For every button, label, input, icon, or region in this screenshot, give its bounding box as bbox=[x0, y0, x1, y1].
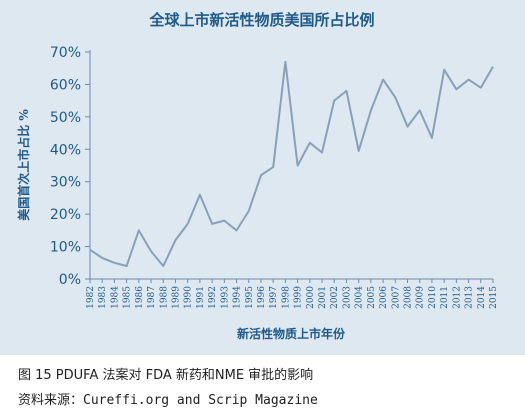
x-tick-label: 2011 bbox=[440, 286, 450, 309]
x-tick-label: 1984 bbox=[110, 286, 120, 309]
x-tick-label: 2006 bbox=[379, 286, 389, 309]
x-tick-label: 1982 bbox=[86, 286, 96, 309]
x-tick-label: 2002 bbox=[330, 286, 340, 309]
figure-caption: 图 15 PDUFA 法案对 FDA 新药和NME 审批的影响 bbox=[18, 368, 314, 383]
y-tick-label: 60% bbox=[50, 77, 81, 93]
x-tick-label: 1999 bbox=[294, 286, 304, 309]
x-tick-label: 2004 bbox=[355, 286, 365, 309]
x-axis-label: 新活性物质上市年份 bbox=[237, 326, 346, 341]
x-tick-label: 1996 bbox=[257, 286, 267, 309]
x-tick-label: 1983 bbox=[98, 286, 108, 309]
y-tick-label: 10% bbox=[50, 240, 81, 256]
x-tick-label: 2007 bbox=[391, 286, 401, 309]
x-tick-label: 1988 bbox=[159, 286, 169, 309]
x-tick-label: 2012 bbox=[452, 286, 462, 309]
x-tick-label: 1994 bbox=[233, 286, 243, 309]
x-tick-label: 1992 bbox=[208, 286, 218, 309]
x-tick-label: 1985 bbox=[123, 286, 133, 309]
x-ticks: 1982 1983 1984 1985 1986 1987 1988 1989 1990 1991… bbox=[86, 279, 499, 309]
x-tick-label: 2000 bbox=[306, 286, 316, 309]
x-tick-label: 1995 bbox=[245, 286, 255, 309]
series-line bbox=[89, 60, 494, 267]
x-tick-label: 2013 bbox=[465, 286, 475, 309]
axes bbox=[89, 50, 493, 280]
x-tick-label: 2001 bbox=[318, 286, 328, 309]
x-tick-label: 2014 bbox=[477, 286, 487, 309]
y-tick-label: 20% bbox=[50, 207, 81, 223]
line-chart: 全球上市新活性物质美国所占比例 美国首次上市占比 % 新活性物质上市年份 0% 1… bbox=[16, 11, 499, 341]
y-axis-label: 美国首次上市占比 % bbox=[16, 109, 31, 221]
y-tick-label: 30% bbox=[50, 175, 81, 191]
y-tick-label: 70% bbox=[50, 45, 81, 61]
x-tick-label: 1990 bbox=[184, 286, 194, 309]
x-tick-label: 2015 bbox=[489, 286, 499, 309]
x-tick-label: 1993 bbox=[220, 286, 230, 309]
x-tick-label: 1991 bbox=[196, 286, 206, 309]
chart-title: 全球上市新活性物质美国所占比例 bbox=[148, 11, 374, 29]
x-tick-label: 2010 bbox=[428, 286, 438, 309]
x-tick-label: 1987 bbox=[147, 286, 157, 309]
y-tick-label: 40% bbox=[50, 142, 81, 158]
x-tick-label: 1997 bbox=[269, 286, 279, 309]
chart-panel bbox=[0, 0, 525, 355]
x-tick-label: 2008 bbox=[404, 286, 414, 309]
x-tick-label: 1998 bbox=[281, 286, 291, 309]
y-ticks: 0% 10% 20% 30% 40% 50% 60% 70% bbox=[50, 45, 90, 288]
y-tick-label: 0% bbox=[59, 272, 81, 288]
x-tick-label: 2003 bbox=[342, 286, 352, 309]
y-tick-label: 50% bbox=[50, 110, 81, 126]
x-tick-label: 1986 bbox=[135, 286, 145, 309]
source-note: 资料来源：Cureffi.org and Scrip Magazine bbox=[18, 393, 318, 408]
x-tick-label: 2005 bbox=[367, 286, 377, 309]
x-tick-label: 1989 bbox=[171, 286, 181, 309]
x-tick-label: 2009 bbox=[416, 286, 426, 309]
